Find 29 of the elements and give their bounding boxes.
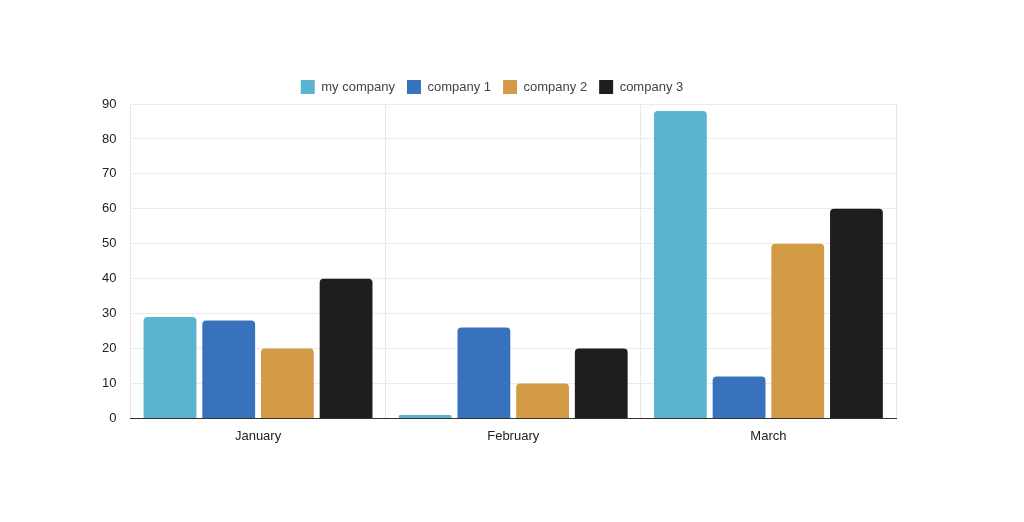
bar (202, 320, 256, 418)
x-tick-label: March (750, 427, 787, 443)
y-tick-label: 40 (101, 270, 117, 286)
bar (143, 317, 197, 418)
bar (771, 243, 825, 418)
bar (457, 327, 511, 418)
bar (260, 348, 314, 418)
bar (398, 414, 452, 418)
bar (574, 348, 628, 418)
y-tick-label: 0 (109, 409, 117, 425)
y-tick-label: 60 (101, 200, 117, 216)
x-tick-label: February (487, 427, 540, 443)
y-tick-label: 10 (101, 375, 117, 391)
x-tick-label: January (234, 427, 282, 443)
bar (516, 383, 569, 418)
legend-label: company 1 (427, 78, 492, 94)
y-tick-label: 50 (101, 235, 117, 251)
y-tick-label: 20 (101, 340, 117, 356)
bar (653, 110, 707, 418)
bar (712, 376, 766, 418)
legend-label: company 2 (523, 78, 588, 94)
y-tick-label: 70 (101, 165, 117, 181)
y-tick-label: 80 (101, 130, 117, 146)
legend-label: my company (321, 78, 396, 94)
y-tick-label: 30 (101, 305, 117, 321)
legend-label: company 3 (619, 78, 684, 94)
bar (830, 208, 883, 418)
bar (319, 278, 373, 418)
y-tick-label: 90 (101, 95, 117, 111)
